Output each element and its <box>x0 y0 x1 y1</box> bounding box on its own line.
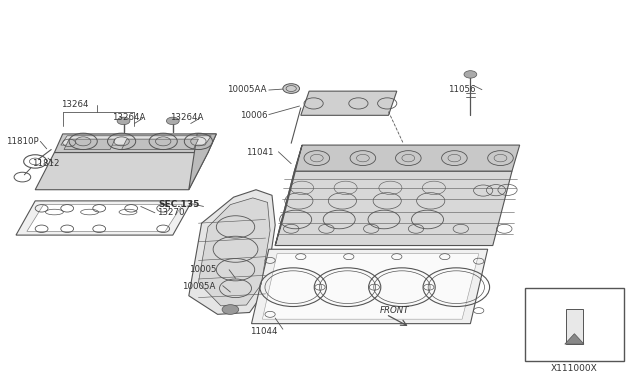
Text: 11041: 11041 <box>246 148 274 157</box>
Circle shape <box>222 305 239 314</box>
Polygon shape <box>61 136 211 145</box>
Polygon shape <box>27 205 182 231</box>
Circle shape <box>283 84 300 93</box>
Polygon shape <box>252 249 488 324</box>
Circle shape <box>117 117 130 125</box>
Text: 10005AA: 10005AA <box>227 85 267 94</box>
Circle shape <box>166 117 179 125</box>
Polygon shape <box>275 171 512 246</box>
Text: 13264A: 13264A <box>112 113 145 122</box>
Polygon shape <box>16 201 192 235</box>
Circle shape <box>464 71 477 78</box>
Text: 13270: 13270 <box>157 208 184 217</box>
Text: X111000X: X111000X <box>550 364 598 372</box>
Text: SEC.135: SEC.135 <box>159 200 200 209</box>
Polygon shape <box>122 139 198 150</box>
Polygon shape <box>198 198 270 306</box>
Text: 10005A: 10005A <box>182 282 216 291</box>
Text: 10006: 10006 <box>240 111 268 120</box>
Polygon shape <box>35 153 208 190</box>
Polygon shape <box>189 134 216 190</box>
Text: 13264A: 13264A <box>170 113 203 122</box>
Text: 13264: 13264 <box>61 100 88 109</box>
Polygon shape <box>64 139 115 150</box>
Bar <box>525 288 624 361</box>
Polygon shape <box>301 91 397 115</box>
Bar <box>566 309 582 344</box>
Polygon shape <box>189 190 275 314</box>
Text: 11044: 11044 <box>250 327 277 336</box>
Text: 11810P: 11810P <box>6 137 39 146</box>
Polygon shape <box>262 254 479 319</box>
Text: 10005: 10005 <box>189 265 216 274</box>
Polygon shape <box>564 334 584 344</box>
Text: FRONT: FRONT <box>380 306 409 315</box>
Polygon shape <box>294 145 520 171</box>
Text: 11812: 11812 <box>32 159 60 168</box>
Polygon shape <box>275 145 302 246</box>
Polygon shape <box>54 134 216 153</box>
Text: 11056: 11056 <box>448 85 476 94</box>
